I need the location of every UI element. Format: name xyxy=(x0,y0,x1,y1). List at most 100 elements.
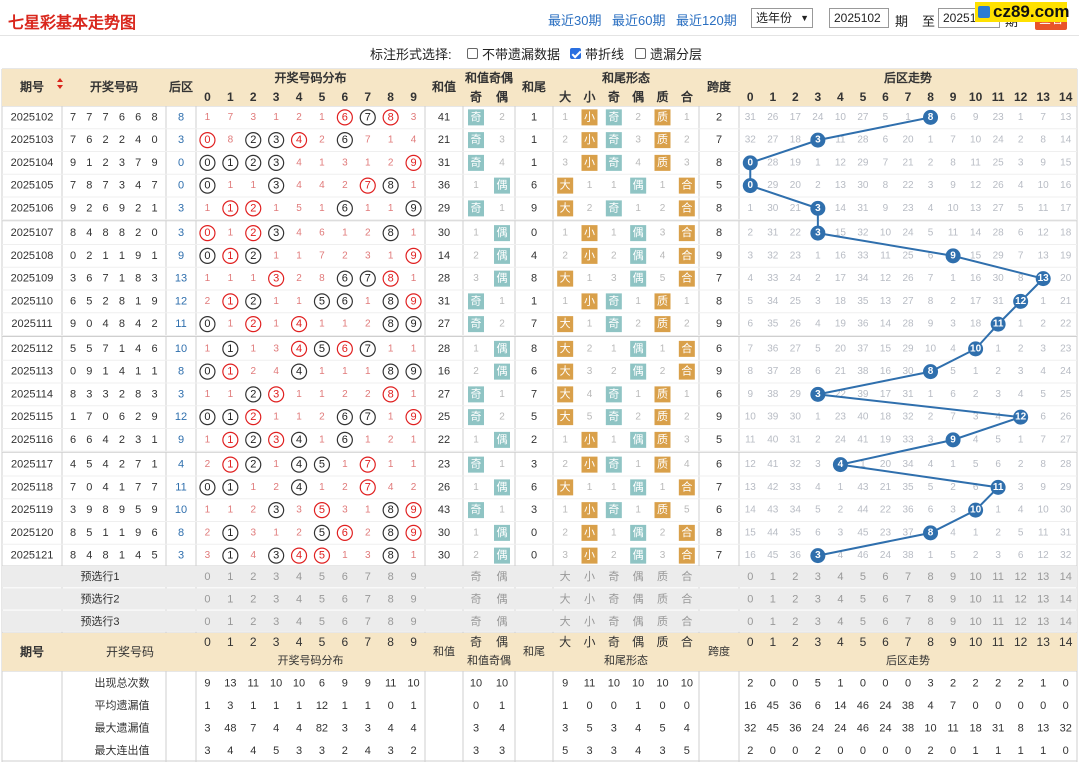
miss-value: 2 xyxy=(660,366,666,377)
hit-digit: 2 xyxy=(250,434,256,446)
row-back: 9 xyxy=(178,434,184,446)
preselect-back: 11 xyxy=(992,571,1003,583)
row-sum: 41 xyxy=(438,111,450,123)
stats-dist: 9 xyxy=(342,677,348,689)
row-tail: 1 xyxy=(531,134,537,146)
miss-value: 1 xyxy=(365,366,371,377)
checkbox-omission-layer[interactable] xyxy=(635,48,646,59)
miss-value: 30 xyxy=(902,366,914,377)
hit-ball xyxy=(199,363,216,380)
row-number: 4 xyxy=(70,459,76,471)
row-period: 2025104 xyxy=(11,157,54,169)
hit-digit: 1 xyxy=(227,550,233,562)
row-tail: 1 xyxy=(531,295,537,307)
miss-value: 1 xyxy=(411,550,417,561)
miss-value: 3 xyxy=(1018,482,1024,493)
preselect-digit: 7 xyxy=(365,571,371,583)
miss-value: 2 xyxy=(562,135,568,146)
stats-dist: 10 xyxy=(270,677,282,689)
from-period-input[interactable]: 2025102 xyxy=(829,8,889,28)
miss-value: 9 xyxy=(928,319,934,330)
back-trend-value: 3 xyxy=(815,203,821,214)
miss-value: 1 xyxy=(1018,112,1024,123)
form-cell xyxy=(654,154,671,171)
row-number: 6 xyxy=(119,111,125,123)
oe-label: 奇 xyxy=(471,201,482,214)
miss-value: 44 xyxy=(767,527,779,538)
miss-value: 3 xyxy=(684,157,690,168)
preselect-digit: 0 xyxy=(204,571,210,583)
footer-back-num: 1 xyxy=(769,635,776,649)
miss-value: 2 xyxy=(815,180,821,191)
year-select[interactable]: 选年份 ▼ xyxy=(751,8,813,28)
option-polyline[interactable]: 带折线 xyxy=(570,44,624,63)
form-cell xyxy=(581,431,598,448)
option-omission-layer[interactable]: 遗漏分层 xyxy=(635,44,702,63)
miss-value: 2 xyxy=(684,135,690,146)
form-label: 小 xyxy=(584,526,595,539)
period-60-link[interactable]: 最近60期 xyxy=(612,13,666,28)
hit-ball xyxy=(382,109,399,126)
hit-digit: 1 xyxy=(227,481,233,493)
footer-oe: 奇 xyxy=(470,635,482,649)
miss-value: 35 xyxy=(857,296,869,307)
hit-digit: 8 xyxy=(388,550,394,562)
miss-value: 34 xyxy=(767,296,779,307)
miss-value: 4 xyxy=(747,273,753,284)
row-period: 2025121 xyxy=(11,550,54,562)
preselect-back: 6 xyxy=(882,616,888,628)
miss-value: 21 xyxy=(1060,296,1072,307)
period-30-link[interactable]: 最近30期 xyxy=(548,13,602,28)
stats-back: 13 xyxy=(1037,722,1049,734)
form-label: 合 xyxy=(681,548,692,562)
footer-back-num: 9 xyxy=(950,635,957,649)
hit-digit: 5 xyxy=(319,527,325,539)
hit-digit: 4 xyxy=(296,481,302,493)
miss-value: 18 xyxy=(790,135,802,146)
stats-back: 2 xyxy=(1018,677,1024,689)
form-label: 质 xyxy=(657,503,668,516)
row-number: 7 xyxy=(70,481,76,493)
miss-value: 40 xyxy=(767,434,779,445)
digit-header: 7 xyxy=(364,90,371,104)
stats-dist: 4 xyxy=(365,745,371,757)
hit-ball xyxy=(290,316,308,333)
checkbox-no-omission[interactable] xyxy=(467,48,478,59)
option-no-omission-label: 不带遗漏数据 xyxy=(482,47,561,62)
row-period: 2025111 xyxy=(11,318,52,330)
oe-label: 偶 xyxy=(497,249,508,262)
form-label: 偶 xyxy=(633,272,644,285)
miss-value: 9 xyxy=(950,180,956,191)
form-cell xyxy=(630,270,647,287)
miss-value: 2 xyxy=(499,319,505,330)
preselect-back: 11 xyxy=(992,593,1003,605)
form-label: 质 xyxy=(657,156,668,169)
form-cell xyxy=(581,293,598,310)
row-number: 8 xyxy=(103,550,109,562)
miss-value: 4 xyxy=(928,459,934,470)
hit-ball xyxy=(382,524,399,541)
sort-down-icon[interactable] xyxy=(57,85,63,89)
stats-back: 0 xyxy=(837,745,843,757)
hit-ball xyxy=(382,270,399,287)
hit-digit: 6 xyxy=(342,111,348,123)
miss-value: 7 xyxy=(747,343,753,354)
checkbox-polyline[interactable] xyxy=(570,48,581,59)
period-120-link[interactable]: 最近120期 xyxy=(676,13,737,28)
row-span: 6 xyxy=(716,459,722,471)
miss-value: 5 xyxy=(995,434,1001,445)
table-row: 2025104 9 1 2 3 7 9 0 0 1 2 3 4 1 3 1 2 9 31 奇 4 1 3 小奇 4 质 3 8 28 19… xyxy=(11,154,1072,171)
miss-value: 1 xyxy=(611,180,617,191)
table-row: 2025121 8 4 8 1 4 5 3 3 1 4 3 4 5 1 3 8 1 30 2 偶 0 3 小 2 偶 3 合 7 16 45… xyxy=(11,547,1072,564)
row-back: 12 xyxy=(175,411,187,423)
option-no-omission[interactable]: 不带遗漏数据 xyxy=(467,44,560,63)
row-number: 5 xyxy=(70,343,76,355)
miss-value: 15 xyxy=(880,343,892,354)
miss-value: 7 xyxy=(365,135,371,146)
stats-back: 14 xyxy=(834,700,846,712)
miss-value: 1 xyxy=(747,203,753,214)
miss-value: 6 xyxy=(1018,228,1024,239)
row-number: 6 xyxy=(151,527,157,539)
miss-value: 2 xyxy=(838,505,844,516)
sort-up-icon[interactable] xyxy=(57,78,63,82)
